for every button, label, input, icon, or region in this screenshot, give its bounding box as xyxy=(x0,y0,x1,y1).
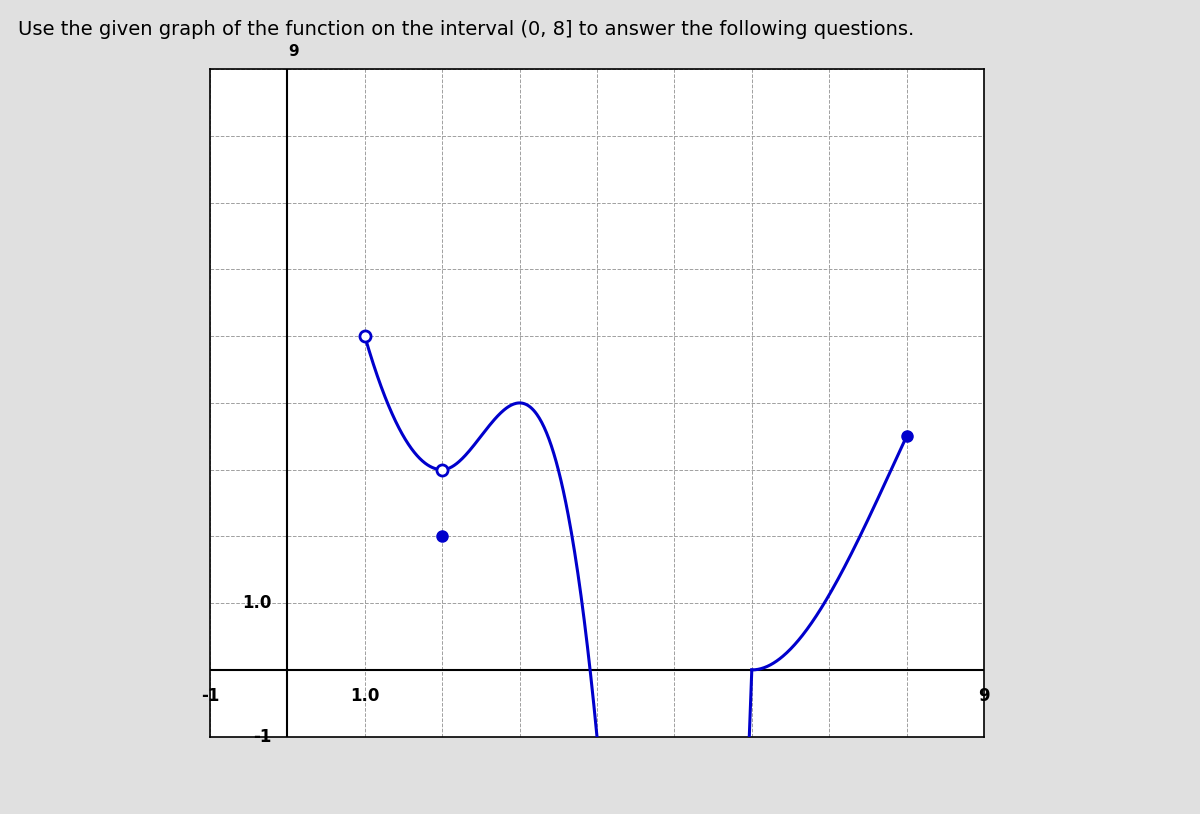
Text: 9: 9 xyxy=(288,44,299,59)
Text: -1: -1 xyxy=(200,687,220,705)
Text: 1.0: 1.0 xyxy=(242,594,272,612)
Text: Use the given graph of the function on the interval (0, 8] to answer the followi: Use the given graph of the function on t… xyxy=(18,20,914,39)
Text: 1.0: 1.0 xyxy=(350,687,379,705)
Text: 9: 9 xyxy=(978,687,990,705)
Text: -1: -1 xyxy=(253,728,272,746)
